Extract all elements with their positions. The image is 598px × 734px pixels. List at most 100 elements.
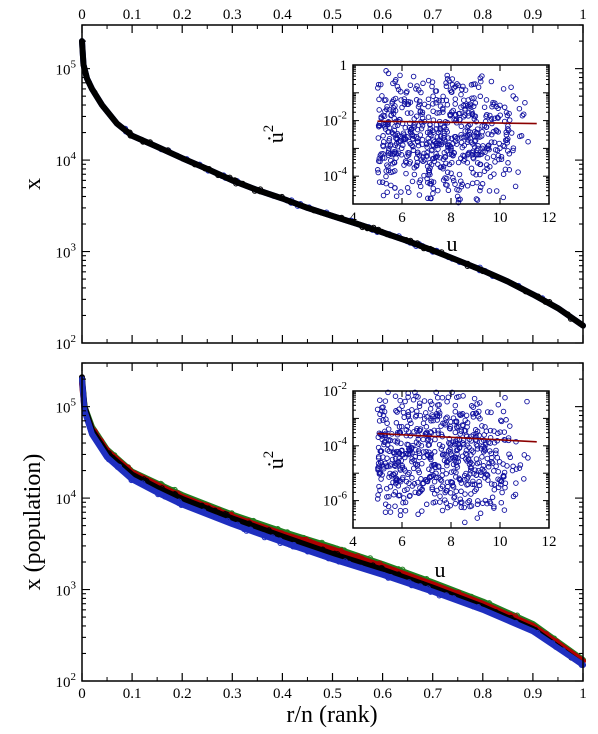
inset-point xyxy=(442,175,448,181)
inset-point xyxy=(384,121,390,128)
inset-point xyxy=(483,97,490,103)
x-tick-label: 1 xyxy=(579,7,587,23)
series-point xyxy=(202,165,208,172)
inset-point xyxy=(404,185,411,191)
inset-point xyxy=(418,157,425,163)
inset-point xyxy=(488,78,495,85)
inset-point xyxy=(498,417,504,424)
inset-point xyxy=(456,171,463,178)
series-point xyxy=(257,186,264,193)
inset-point xyxy=(500,86,507,92)
inset-point xyxy=(424,144,430,150)
inset-point xyxy=(495,152,502,159)
inset-point xyxy=(500,171,507,177)
inset-point xyxy=(500,473,506,480)
inset-point xyxy=(452,181,458,187)
series-point xyxy=(246,520,253,527)
inset-point xyxy=(464,139,471,145)
inset-x-tick-label: 12 xyxy=(542,534,557,550)
series-point xyxy=(277,537,283,544)
inset-point xyxy=(431,491,438,497)
inset-point xyxy=(483,440,489,446)
inset-point xyxy=(488,409,494,416)
inset-point xyxy=(498,156,505,162)
inset-point xyxy=(423,429,430,436)
inset-point xyxy=(413,113,420,119)
inset-point xyxy=(489,494,496,501)
inset-point xyxy=(409,131,415,138)
series-point xyxy=(234,521,241,528)
inset-point xyxy=(382,432,389,438)
inset-point xyxy=(394,83,401,90)
inset-point xyxy=(457,499,464,506)
inset-point xyxy=(466,498,473,504)
inset-point xyxy=(429,462,435,469)
series-point xyxy=(223,174,229,181)
inset-point xyxy=(448,145,454,152)
inset-point xyxy=(481,468,487,474)
y-tick-label: 102 xyxy=(56,671,77,691)
inset-point xyxy=(450,484,457,490)
inset-point xyxy=(455,159,462,166)
series-point xyxy=(319,546,326,553)
inset-y-tick-label: 10-6 xyxy=(323,490,348,510)
inset-point xyxy=(378,81,384,88)
inset-point xyxy=(457,196,463,203)
inset-point xyxy=(410,465,417,472)
series-point xyxy=(378,228,385,235)
inset-point xyxy=(392,393,399,399)
series-point xyxy=(331,550,338,557)
inset-point xyxy=(400,499,406,506)
inset-point xyxy=(383,173,389,180)
inset-point xyxy=(501,104,508,111)
series-point xyxy=(418,243,424,250)
series-point xyxy=(287,199,294,205)
inset-point xyxy=(439,97,446,104)
inset-point xyxy=(415,467,421,473)
series-point xyxy=(269,534,276,541)
inset-point xyxy=(462,491,468,497)
inset-point xyxy=(478,469,484,475)
inset-point xyxy=(477,187,483,194)
inset-point xyxy=(452,429,459,436)
inset-point xyxy=(403,159,409,166)
series-point xyxy=(381,572,387,578)
inset-point xyxy=(383,416,389,422)
x-tick-label: 0.2 xyxy=(173,686,192,702)
series-point xyxy=(155,491,161,498)
inset-point xyxy=(411,457,417,464)
inset-point xyxy=(426,441,433,448)
inset-point xyxy=(393,420,400,426)
inset-point xyxy=(452,408,459,415)
series-point xyxy=(296,202,303,209)
inset-point xyxy=(406,446,412,452)
inset-point xyxy=(435,463,442,469)
inset-point xyxy=(398,423,405,430)
inset-point xyxy=(376,107,382,113)
inset-point xyxy=(418,125,425,132)
inset-point xyxy=(433,389,439,396)
inset-point xyxy=(485,477,491,483)
inset-point xyxy=(414,425,420,432)
inset-point xyxy=(453,488,459,495)
bottom-panel-ticks: 0 0.1 0.2 0.3 0.4 0.5 0.6 0.7 0.8 0.9 110210310410… xyxy=(56,362,587,702)
inset-point xyxy=(430,417,436,424)
inset-point xyxy=(381,408,388,415)
inset-point xyxy=(475,413,482,420)
inset-point xyxy=(389,160,396,167)
inset-point xyxy=(498,153,505,160)
inset-point xyxy=(425,96,432,102)
inset-point xyxy=(481,168,488,174)
inset-point xyxy=(379,179,386,185)
inset-point xyxy=(380,143,387,150)
inset-point xyxy=(487,163,493,170)
inset-point xyxy=(440,109,446,115)
inset-point xyxy=(496,459,503,465)
inset-point xyxy=(472,488,478,494)
inset-point xyxy=(436,109,443,116)
series-point xyxy=(443,592,450,599)
inset-point xyxy=(483,162,490,168)
series-point xyxy=(387,574,394,580)
inset-point xyxy=(414,479,421,486)
